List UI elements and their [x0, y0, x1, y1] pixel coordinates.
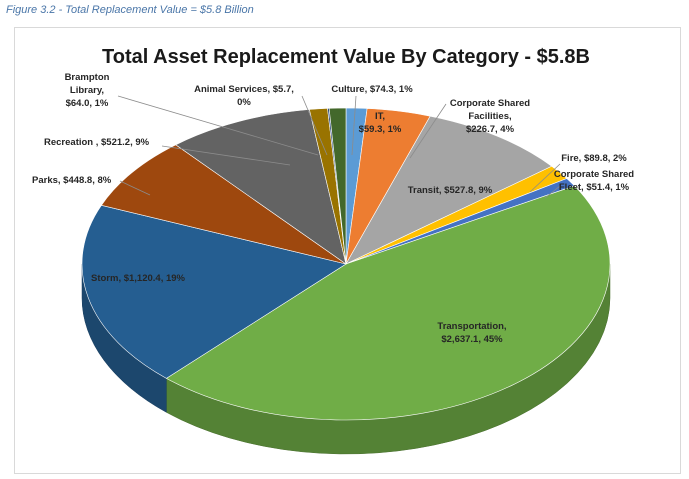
data-label-line: IT, [375, 111, 385, 122]
leader-line-corporate-shared-facilities [409, 103, 447, 159]
data-label-line: Library, [70, 85, 104, 96]
data-label-line: Animal Services, $5.7, [194, 84, 294, 95]
data-label-line: Fire, $89.8, 2% [561, 153, 627, 164]
data-label-recreation: Recreation , $521.2, 9% [44, 137, 150, 148]
leader-line-animal-services [301, 95, 328, 156]
data-label-animal-services: Animal Services, $5.7, 0% [194, 84, 294, 108]
data-label-line: 0% [237, 97, 251, 108]
leader-line-fire [529, 163, 561, 193]
data-label-corporate-shared-facilities: Corporate Shared Facilities, $226.7, 4% [450, 98, 530, 135]
data-label-transit: Transit, $527.8, 9% [408, 185, 493, 196]
data-label-line: Corporate Shared [554, 169, 634, 180]
pie-slice-storm [81, 204, 347, 379]
data-label-corporate-shared-fleet: Corporate Shared Fleet, $51.4, 1% [554, 169, 634, 193]
data-label-line: Facilities, [468, 111, 511, 122]
data-label-line: Transportation, [437, 321, 506, 332]
data-label-line: Corporate Shared [450, 98, 530, 109]
data-label-line: $64.0, 1% [66, 98, 109, 109]
pie-slice-transit [345, 115, 553, 265]
pie-slice-it [328, 107, 347, 265]
figure-caption: Figure 3.2 - Total Replacement Value = $… [6, 4, 254, 16]
data-label-line: Storm, $1,120.4, 19% [91, 273, 186, 284]
data-label-storm: Storm, $1,120.4, 19% [91, 273, 186, 284]
leader-line-recreation [161, 145, 291, 166]
pie-slice-parks [100, 144, 347, 265]
data-label-line: Recreation , $521.2, 9% [44, 137, 150, 148]
data-label-brampton-library: Brampton Library, $64.0, 1% [65, 72, 110, 109]
data-label-line: $59.3, 1% [359, 124, 402, 135]
pie-slice-recreation [175, 109, 347, 265]
chart-title: Total Asset Replacement Value By Categor… [102, 46, 590, 68]
leader-line-parks [119, 180, 151, 196]
leader-line-corporate-shared-fleet [544, 185, 561, 199]
data-label-transportation: Transportation, $2,637.1, 45% [437, 321, 506, 345]
data-label-line: Brampton [65, 72, 110, 83]
data-label-line: Fleet, $51.4, 1% [559, 182, 630, 193]
data-label-line: $226.7, 4% [466, 124, 515, 135]
leader-line-brampton-library [117, 95, 319, 156]
leader-line-culture [351, 95, 357, 156]
data-label-it: IT, $59.3, 1% [359, 111, 402, 135]
data-label-line: Transit, $527.8, 9% [408, 185, 493, 196]
data-label-line: Parks, $448.8, 8% [32, 175, 112, 186]
data-label-parks: Parks, $448.8, 8% [32, 175, 112, 186]
data-label-line: $2,637.1, 45% [441, 334, 503, 345]
data-label-line: Culture, $74.3, 1% [331, 84, 413, 95]
data-label-fire: Fire, $89.8, 2% [561, 153, 627, 164]
data-label-culture: Culture, $74.3, 1% [331, 84, 413, 95]
pie-slice-transportation [165, 185, 611, 421]
